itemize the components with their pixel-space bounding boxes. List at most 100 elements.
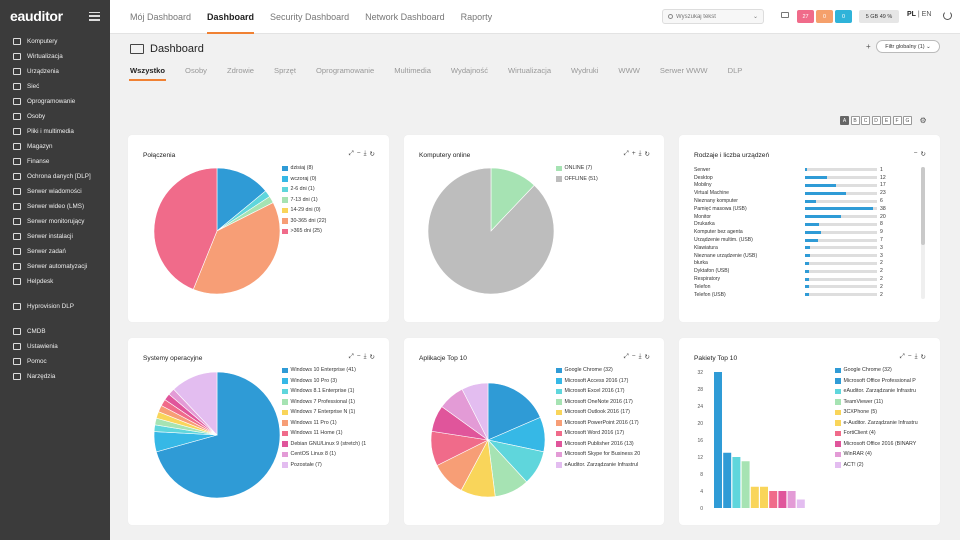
legend-item[interactable]: 14-29 dni (0) <box>282 205 382 216</box>
bar[interactable] <box>778 491 787 508</box>
refresh-icon[interactable]: ↻ <box>920 151 926 158</box>
subtab[interactable]: Serwer WWW <box>659 66 708 75</box>
expand-icon[interactable]: ⤢ <box>623 353 629 360</box>
legend-item[interactable]: eAuditor. Zarządzanie Infrastrul <box>556 460 652 471</box>
expand-icon[interactable]: ⤢ <box>899 353 905 360</box>
download-icon[interactable]: ⤓ <box>363 353 367 360</box>
bar[interactable] <box>796 499 805 509</box>
legend-item[interactable]: Microsoft Word 2016 (17) <box>556 428 652 439</box>
device-row[interactable]: Pamięć masowa (USB) 38 <box>694 205 899 213</box>
top-tab[interactable]: Network Dashboard <box>365 11 445 22</box>
layout-button[interactable]: A <box>840 116 849 125</box>
device-row[interactable]: Desktop 12 <box>694 174 899 182</box>
sidebar-item[interactable]: Serwer monitorujący <box>0 214 110 229</box>
global-filter-button[interactable]: Filtr globalny (1) ⌄ <box>876 40 940 53</box>
minimize-icon[interactable]: − <box>631 353 636 360</box>
legend-item[interactable]: 7-13 dni (1) <box>282 195 382 206</box>
sidebar-item[interactable]: Pomoc <box>0 354 110 369</box>
bar[interactable] <box>787 491 796 508</box>
device-row[interactable]: Telefon (USB) 2 <box>694 291 899 299</box>
legend-item[interactable]: Windows 7 Enterprise N (1) <box>282 407 382 418</box>
bar[interactable] <box>732 457 741 508</box>
pie-slice[interactable] <box>461 382 489 441</box>
device-row[interactable]: Mobilny 17 <box>694 182 899 190</box>
sidebar-item[interactable]: Serwer wideo (LMS) <box>0 199 110 214</box>
subtab[interactable]: Wydajność <box>450 66 488 75</box>
pie-slice[interactable] <box>216 167 267 232</box>
alert-badge-blue[interactable]: 0 <box>835 10 852 23</box>
layout-button[interactable]: G <box>903 116 912 125</box>
refresh-icon[interactable]: ↻ <box>369 354 375 361</box>
sidebar-item[interactable]: Sieć <box>0 79 110 94</box>
top-tab[interactable]: Raporty <box>460 11 493 22</box>
bar[interactable] <box>741 461 750 508</box>
legend-item[interactable]: Pozostałe (7) <box>282 460 382 471</box>
sidebar-item[interactable]: Ochrona danych [DLP] <box>0 169 110 184</box>
download-icon[interactable]: ⤓ <box>638 150 642 157</box>
bar[interactable] <box>769 491 778 508</box>
device-row[interactable]: Komputer bez agenta 9 <box>694 228 899 236</box>
top-tab[interactable]: Mój Dashboard <box>130 11 192 22</box>
add-icon[interactable]: + <box>631 150 636 157</box>
sidebar-item[interactable]: Serwer zadań <box>0 244 110 259</box>
layout-button[interactable]: F <box>892 116 902 125</box>
refresh-icon[interactable]: ↻ <box>644 151 650 158</box>
subtab[interactable]: Osoby <box>185 66 207 75</box>
refresh-icon[interactable]: ↻ <box>920 354 926 361</box>
chevron-down-icon[interactable]: ⌄ <box>752 14 758 20</box>
download-icon[interactable]: ⤓ <box>914 353 918 360</box>
language-switcher[interactable]: PL | EN <box>907 11 932 18</box>
legend-item[interactable]: FortiClient (4) <box>835 428 927 439</box>
sidebar-item[interactable]: Hyprovision DLP <box>0 299 110 314</box>
subtab[interactable]: Wydruki <box>571 66 599 75</box>
device-row[interactable]: Virtual Machine 23 <box>694 189 899 197</box>
alert-badge-orange[interactable]: 0 <box>816 10 833 23</box>
minimize-icon[interactable]: − <box>356 150 361 157</box>
expand-icon[interactable]: ⤢ <box>348 150 354 157</box>
search-input[interactable] <box>676 13 736 20</box>
device-row[interactable]: błurka 2 <box>694 260 899 268</box>
legend-item[interactable]: 2-6 dni (1) <box>282 184 382 195</box>
legend-item[interactable]: Microsoft Skype for Business 20 <box>556 449 652 460</box>
legend-item[interactable]: ONLINE (7) <box>556 163 656 174</box>
power-icon[interactable] <box>943 11 952 20</box>
lang-active[interactable]: PL <box>907 11 916 18</box>
download-icon[interactable]: ⤓ <box>363 150 367 157</box>
legend-item[interactable]: >365 dni (25) <box>282 226 382 237</box>
legend-item[interactable]: Windows 11 Home (1) <box>282 428 382 439</box>
hamburger-menu-icon[interactable] <box>89 11 100 21</box>
app-logo[interactable]: eauditor <box>10 8 63 24</box>
device-row[interactable]: Serwer 1 <box>694 166 899 174</box>
legend-item[interactable]: ACT! (2) <box>835 460 927 471</box>
message-icon[interactable] <box>781 12 789 18</box>
legend-item[interactable]: Windows 8.1 Enterprise (1) <box>282 386 382 397</box>
legend-item[interactable]: Microsoft Office 2016 (BINARY <box>835 439 927 450</box>
sidebar-item[interactable]: Pliki i multimedia <box>0 124 110 139</box>
layout-button[interactable]: B <box>850 116 860 125</box>
pie-slice[interactable] <box>487 382 541 441</box>
legend-item[interactable]: e-Auditor. Zarządzanie Infrastru <box>835 418 927 429</box>
sidebar-item[interactable]: Urządzenia <box>0 64 110 79</box>
top-tab[interactable]: Security Dashboard <box>270 11 350 22</box>
device-row[interactable]: Nieznane urządzenie (USB) 3 <box>694 252 899 260</box>
layout-button[interactable]: D <box>871 116 881 125</box>
minimize-icon[interactable]: − <box>907 353 912 360</box>
pie-slice[interactable] <box>153 167 218 290</box>
gear-icon[interactable]: ⚙ <box>919 116 927 125</box>
sidebar-item[interactable]: Ustawienia <box>0 339 110 354</box>
legend-item[interactable]: OFFLINE (51) <box>556 174 656 185</box>
legend-item[interactable]: Microsoft Access 2016 (17) <box>556 376 652 387</box>
legend-item[interactable]: Windows 7 Professional (1) <box>282 397 382 408</box>
pie-slice[interactable] <box>427 167 555 295</box>
legend-item[interactable]: dzisiaj (8) <box>282 163 382 174</box>
legend-item[interactable]: Windows 11 Pro (1) <box>282 418 382 429</box>
legend-item[interactable]: WinRAR (4) <box>835 449 927 460</box>
scroll-thumb[interactable] <box>921 167 925 245</box>
legend-item[interactable]: Microsoft Publisher 2016 (13) <box>556 439 652 450</box>
subtab[interactable]: Zdrowie <box>226 66 254 75</box>
subtab[interactable]: WWW <box>618 66 640 75</box>
legend-item[interactable]: Windows 10 Pro (3) <box>282 376 382 387</box>
minimize-icon[interactable]: − <box>356 353 361 360</box>
bar[interactable] <box>723 452 732 508</box>
lang-other[interactable]: EN <box>921 11 932 18</box>
